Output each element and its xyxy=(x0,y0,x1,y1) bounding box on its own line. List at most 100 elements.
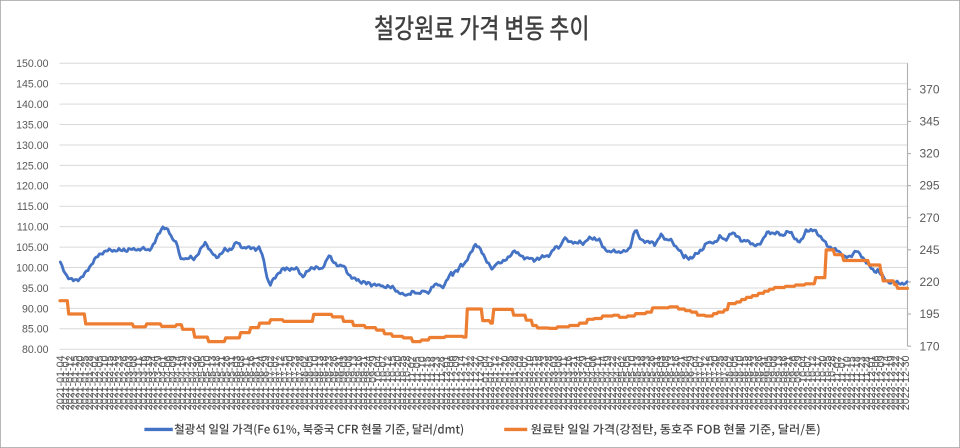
svg-text:2022-07-12: 2022-07-12 xyxy=(700,355,712,410)
svg-text:2022-07-28: 2022-07-28 xyxy=(719,355,731,410)
svg-text:195: 195 xyxy=(920,307,940,321)
svg-text:2021-05-05: 2021-05-05 xyxy=(197,355,209,410)
svg-text:2022-08-31: 2022-08-31 xyxy=(758,355,770,410)
svg-text:2022-07-25: 2022-07-25 xyxy=(714,355,726,410)
svg-text:2021-11-10: 2021-11-10 xyxy=(416,356,428,410)
svg-text:2022-09-16: 2022-09-16 xyxy=(778,355,790,410)
svg-text:2021-02-26: 2021-02-26 xyxy=(118,355,130,410)
svg-text:295: 295 xyxy=(920,179,940,193)
svg-text:135.00: 135.00 xyxy=(16,120,49,132)
svg-text:2021-05-18: 2021-05-18 xyxy=(211,355,223,410)
svg-text:2021-04-14: 2021-04-14 xyxy=(172,355,184,410)
svg-text:125.00: 125.00 xyxy=(16,160,49,172)
svg-text:2021-05-21: 2021-05-21 xyxy=(216,355,228,410)
svg-text:2021-12-30: 2021-12-30 xyxy=(475,355,487,410)
svg-text:2022-10-28: 2022-10-28 xyxy=(827,355,839,410)
svg-text:2022-08-26: 2022-08-26 xyxy=(753,355,765,410)
svg-text:2022-12-06: 2022-12-06 xyxy=(871,355,883,410)
svg-text:2021-04-19: 2021-04-19 xyxy=(177,355,189,410)
svg-text:2022-02-07: 2022-02-07 xyxy=(519,355,531,410)
svg-text:2021-01-12: 2021-01-12 xyxy=(65,355,77,410)
svg-text:2022-09-29: 2022-09-29 xyxy=(793,355,805,410)
svg-text:2022-05-02: 2022-05-02 xyxy=(617,355,629,410)
svg-text:2022-01-07: 2022-01-07 xyxy=(485,355,497,410)
svg-text:2022-09-13: 2022-09-13 xyxy=(773,355,785,410)
svg-text:2021-11-05: 2021-11-05 xyxy=(412,356,424,410)
svg-text:2021-05-26: 2021-05-26 xyxy=(221,355,233,410)
svg-text:2021-09-21: 2021-09-21 xyxy=(358,355,370,410)
svg-text:2021-12-22: 2021-12-22 xyxy=(465,355,477,410)
svg-text:2022-02-15: 2022-02-15 xyxy=(529,355,541,410)
svg-text:2021-11-18: 2021-11-18 xyxy=(426,356,438,410)
svg-text:2022-04-14: 2022-04-14 xyxy=(597,355,609,410)
svg-text:2021-10-04: 2021-10-04 xyxy=(372,355,384,410)
svg-text:2022-05-10: 2022-05-10 xyxy=(626,355,638,410)
svg-text:2021-09-13: 2021-09-13 xyxy=(348,355,360,410)
svg-text:110.00: 110.00 xyxy=(17,222,49,234)
svg-text:2021-02-02: 2021-02-02 xyxy=(89,355,101,410)
svg-text:120.00: 120.00 xyxy=(16,181,49,193)
svg-text:150.00: 150.00 xyxy=(16,58,49,70)
svg-text:2022-04-19: 2022-04-19 xyxy=(602,355,614,410)
svg-text:2021-08-26: 2021-08-26 xyxy=(329,355,341,410)
svg-text:2022-01-04: 2022-01-04 xyxy=(480,355,492,410)
svg-text:2022-07-04: 2022-07-04 xyxy=(690,355,702,410)
svg-text:2021-06-11: 2021-06-11 xyxy=(241,356,253,410)
svg-text:85.00: 85.00 xyxy=(22,324,49,336)
svg-text:2022-01-28: 2022-01-28 xyxy=(509,355,521,410)
svg-text:320: 320 xyxy=(920,147,940,161)
svg-text:2022-05-05: 2022-05-05 xyxy=(622,355,634,410)
svg-text:2022-05-26: 2022-05-26 xyxy=(646,355,658,410)
svg-text:130.00: 130.00 xyxy=(16,140,49,152)
svg-text:2021-12-01: 2021-12-01 xyxy=(441,355,453,410)
svg-text:2021-09-08: 2021-09-08 xyxy=(343,355,355,410)
svg-text:2022-02-18: 2022-02-18 xyxy=(534,355,546,410)
svg-text:2021-11-23: 2021-11-23 xyxy=(431,356,443,410)
svg-text:2021-06-21: 2021-06-21 xyxy=(250,355,262,410)
svg-text:80.00: 80.00 xyxy=(22,344,49,356)
svg-text:2022-12-01: 2022-12-01 xyxy=(866,355,878,410)
svg-text:2021-06-16: 2021-06-16 xyxy=(245,355,257,410)
svg-text:2022-03-29: 2022-03-29 xyxy=(578,355,590,410)
svg-text:2022-12-14: 2022-12-14 xyxy=(880,355,892,410)
svg-text:95.00: 95.00 xyxy=(22,283,49,295)
svg-text:2022-07-07: 2022-07-07 xyxy=(695,355,707,410)
svg-text:2021-09-29: 2021-09-29 xyxy=(368,355,380,410)
svg-text:105.00: 105.00 xyxy=(16,242,49,254)
svg-text:2021-01-20: 2021-01-20 xyxy=(75,355,87,410)
svg-text:2022-03-08: 2022-03-08 xyxy=(553,355,565,410)
svg-text:2021-11-26: 2021-11-26 xyxy=(436,356,448,410)
svg-text:2022-09-08: 2022-09-08 xyxy=(768,355,780,410)
svg-text:2021-10-15: 2021-10-15 xyxy=(387,355,399,410)
svg-text:2021-01-25: 2021-01-25 xyxy=(79,355,91,410)
svg-text:2021-10-12: 2021-10-12 xyxy=(382,355,394,410)
svg-text:2022-03-11: 2022-03-11 xyxy=(558,356,570,410)
svg-text:2021-01-28: 2021-01-28 xyxy=(84,355,96,410)
svg-text:2021-11-15: 2021-11-15 xyxy=(421,356,433,410)
svg-text:2021-09-24: 2021-09-24 xyxy=(363,355,375,410)
svg-text:2021-02-10: 2021-02-10 xyxy=(99,355,111,410)
svg-text:2022-11-07: 2022-11-07 xyxy=(837,356,849,410)
svg-text:2021-08-02: 2021-08-02 xyxy=(299,355,311,410)
svg-text:2022-07-20: 2022-07-20 xyxy=(710,355,722,410)
svg-text:2021-08-18: 2021-08-18 xyxy=(319,355,331,410)
svg-text:2022-12-30: 2022-12-30 xyxy=(900,355,912,410)
svg-text:2021-06-03: 2021-06-03 xyxy=(231,355,243,410)
svg-text:2022-06-16: 2022-06-16 xyxy=(670,355,682,410)
svg-text:2022-08-02: 2022-08-02 xyxy=(724,355,736,410)
svg-text:2021-03-03: 2021-03-03 xyxy=(123,355,135,410)
svg-text:2022-03-24: 2022-03-24 xyxy=(573,355,585,410)
svg-text:2022-08-10: 2022-08-10 xyxy=(734,355,746,410)
svg-text:2022-11-18: 2022-11-18 xyxy=(851,356,863,410)
svg-text:2021-04-01: 2021-04-01 xyxy=(158,355,170,410)
svg-text:2022-08-05: 2022-08-05 xyxy=(729,355,741,410)
svg-text:2022-06-03: 2022-06-03 xyxy=(656,355,668,410)
svg-text:2021-12-27: 2021-12-27 xyxy=(470,355,482,410)
svg-text:2021-12-17: 2021-12-17 xyxy=(460,355,472,410)
svg-text:115.00: 115.00 xyxy=(17,201,49,213)
svg-text:2022-01-25: 2022-01-25 xyxy=(504,355,516,410)
svg-text:2021-07-12: 2021-07-12 xyxy=(275,355,287,410)
svg-text:2021-08-13: 2021-08-13 xyxy=(314,355,326,410)
svg-text:2021-03-24: 2021-03-24 xyxy=(148,355,160,410)
svg-text:2022-10-20: 2022-10-20 xyxy=(817,355,829,410)
